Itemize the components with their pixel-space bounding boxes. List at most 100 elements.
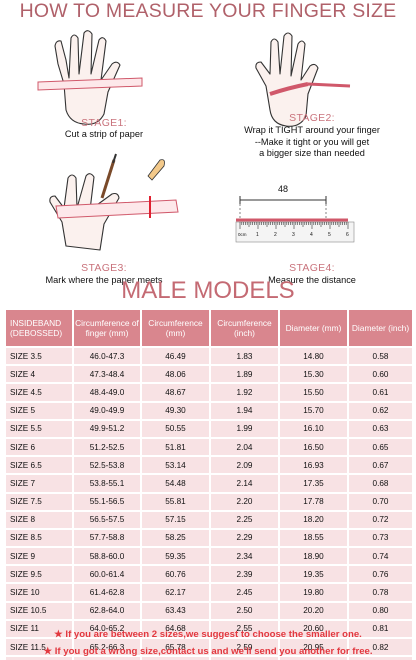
value-cell: 0.68 [349,475,412,492]
value-cell: 17.35 [280,475,347,492]
table-header-row: INSIDEBAND (DEBOSSED) Circumference of f… [6,310,412,346]
value-cell: 0.81 [349,620,412,637]
value-cell: 66.3-67.5 [74,657,140,660]
value-cell: 0.70 [349,493,412,510]
value-cell: 0.73 [349,529,412,547]
value-cell: 55.1-56.5 [74,493,140,510]
size-cell: SIZE 3.5 [6,348,72,365]
stage-4-text: Measure the distance [268,275,356,285]
value-cell: 0.84 [349,657,412,660]
value-cell: 2.29 [211,529,278,547]
value-cell: 2.63 [211,657,278,660]
value-cell: 48.4-49.0 [74,384,140,401]
column-header: Diameter (mm) [280,310,347,346]
note-wrong-size: ★ If you got a wrong size,contact us and… [43,646,373,657]
value-cell: 2.09 [211,457,278,474]
value-cell: 2.59 [211,639,278,656]
stage-4-label: STAGE4: [289,262,335,274]
value-cell: 0.76 [349,566,412,583]
hand-strip-illustration [37,30,143,125]
value-cell: 2.45 [211,584,278,601]
value-cell: 16.93 [280,457,347,474]
value-cell: 46.49 [142,348,209,365]
size-cell: SIZE 9 [6,548,72,565]
value-cell: 49.30 [142,402,209,419]
value-cell: 54.48 [142,475,209,492]
size-cell: SIZE 10.5 [6,602,72,619]
size-cell: SIZE 6.5 [6,457,72,474]
value-cell: 17.78 [280,493,347,510]
value-cell: 51.81 [142,438,209,456]
value-cell: 57.7-58.8 [74,529,140,547]
table-row: SIZE 10.5 62.8-64.0 63.43 2.50 20.20 0.80 [6,602,412,619]
value-cell: 2.20 [211,493,278,510]
column-header: Diameter (inch) [349,310,412,346]
table-row: SIZE 3.5 46.0-47.3 46.49 1.83 14.80 0.58 [6,348,412,365]
value-cell: 0.65 [349,438,412,456]
table-row: SIZE 5.5 49.9-51.2 50.55 1.99 16.10 0.63 [6,420,412,437]
value-cell: 0.82 [349,639,412,656]
value-cell: 19.35 [280,566,347,583]
section-title: MALE MODELS [121,277,295,304]
value-cell: 66.88 [142,657,209,660]
value-cell: 0.78 [349,584,412,601]
value-cell: 1.83 [211,348,278,365]
value-cell: 1.92 [211,384,278,401]
value-cell: 0.63 [349,420,412,437]
value-cell: 52.5-53.8 [74,457,140,474]
value-cell: 58.25 [142,529,209,547]
value-cell: 2.50 [211,602,278,619]
value-cell: 0.60 [349,366,412,383]
column-header: INSIDEBAND (DEBOSSED) [6,310,72,346]
size-cell: SIZE 7.5 [6,493,72,510]
size-cell: SIZE 5.5 [6,420,72,437]
value-cell: 0.61 [349,384,412,401]
stage-4: 48 0cm 1 2 3 4 5 6 STAGE4: Measure the distan… [208,146,416,285]
value-cell: 15.70 [280,402,347,419]
value-cell: 47.3-48.4 [74,366,140,383]
size-cell: SIZE 4 [6,366,72,383]
stage-1-label: STAGE1: [81,117,127,129]
value-cell: 65.2-66.3 [74,639,140,656]
size-cell: SIZE 6 [6,438,72,456]
value-cell: 64.68 [142,620,209,637]
wrap-finger-illustration [255,32,351,127]
value-cell: 61.4-62.8 [74,584,140,601]
value-cell: 2.55 [211,620,278,637]
value-cell: 1.89 [211,366,278,383]
value-cell: 0.58 [349,348,412,365]
table-row: SIZE 5 49.0-49.9 49.30 1.94 15.70 0.62 [6,402,412,419]
table-row: SIZE 6 51.2-52.5 51.81 2.04 16.50 0.65 [6,438,412,456]
ruler-illustration [235,196,355,243]
size-cell: SIZE 4.5 [6,384,72,401]
stage-1: STAGE1: Cut a strip of paper [0,24,208,144]
value-cell: 65.78 [142,639,209,656]
value-cell: 14.80 [280,348,347,365]
value-cell: 0.72 [349,511,412,528]
value-cell: 56.5-57.5 [74,511,140,528]
stage-1-text: Cut a strip of paper [64,129,144,139]
value-cell: 2.04 [211,438,278,456]
ruler-number: 3 [292,232,295,238]
value-cell: 19.80 [280,584,347,601]
stage-3-label: STAGE3: [81,262,127,274]
value-cell: 50.55 [142,420,209,437]
stage-2-label: STAGE2: [289,112,335,124]
table-row: SIZE 7 53.8-55.1 54.48 2.14 17.35 0.68 [6,475,412,492]
value-cell: 46.0-47.3 [74,348,140,365]
value-cell: 0.74 [349,548,412,565]
value-cell: 18.55 [280,529,347,547]
ruler-value: 48 [277,184,288,194]
table-row: SIZE 1266.3-67.566.882.6321.300.84 [6,657,412,660]
value-cell: 2.34 [211,548,278,565]
ruler-number: 5 [328,232,331,238]
value-cell: 2.14 [211,475,278,492]
value-cell: 59.35 [142,548,209,565]
table-row: SIZE 7.5 55.1-56.5 55.81 2.20 17.78 0.70 [6,493,412,510]
stage-2-text: Wrap it TIGHT around your finger --Make … [244,125,380,158]
stage-3: STAGE3: Mark where the paper meets [0,146,208,285]
notes: ★ If you are between 2 sizes,we suggest … [0,626,416,660]
value-cell: 0.80 [349,602,412,619]
value-cell: 53.14 [142,457,209,474]
value-cell: 20.95 [280,639,347,656]
